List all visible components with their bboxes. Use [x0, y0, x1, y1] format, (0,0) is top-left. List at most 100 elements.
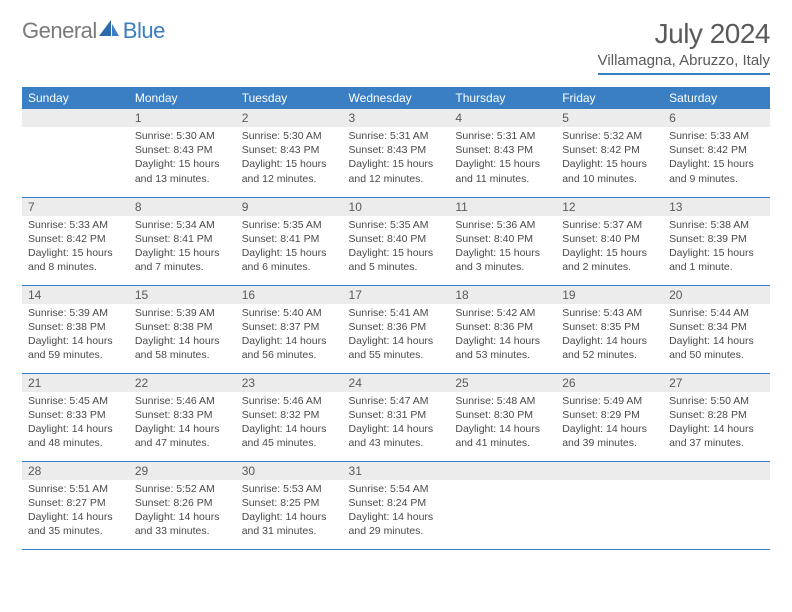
daylight-text: Daylight: 14 hours and 45 minutes.: [242, 422, 337, 450]
calendar-day-cell: 21Sunrise: 5:45 AMSunset: 8:33 PMDayligh…: [22, 373, 129, 461]
day-number: [22, 109, 129, 127]
calendar-day-cell: 14Sunrise: 5:39 AMSunset: 8:38 PMDayligh…: [22, 285, 129, 373]
daylight-text: Daylight: 14 hours and 29 minutes.: [349, 510, 444, 538]
daylight-text: Daylight: 15 hours and 3 minutes.: [455, 246, 550, 274]
calendar-week-row: 21Sunrise: 5:45 AMSunset: 8:33 PMDayligh…: [22, 373, 770, 461]
daylight-text: Daylight: 14 hours and 35 minutes.: [28, 510, 123, 538]
day-number: 15: [129, 286, 236, 304]
sunrise-text: Sunrise: 5:54 AM: [349, 482, 444, 496]
sunset-text: Sunset: 8:28 PM: [669, 408, 764, 422]
day-number: 8: [129, 198, 236, 216]
header: General Blue July 2024 Villamagna, Abruz…: [0, 0, 792, 81]
logo: General Blue: [22, 18, 165, 44]
daylight-text: Daylight: 15 hours and 13 minutes.: [135, 157, 230, 185]
logo-text-general: General: [22, 18, 97, 44]
day-number: 28: [22, 462, 129, 480]
sunset-text: Sunset: 8:31 PM: [349, 408, 444, 422]
sunrise-text: Sunrise: 5:31 AM: [349, 129, 444, 143]
day-details: Sunrise: 5:52 AMSunset: 8:26 PMDaylight:…: [129, 480, 236, 543]
day-details: Sunrise: 5:35 AMSunset: 8:40 PMDaylight:…: [343, 216, 450, 279]
sunrise-text: Sunrise: 5:47 AM: [349, 394, 444, 408]
day-details: Sunrise: 5:36 AMSunset: 8:40 PMDaylight:…: [449, 216, 556, 279]
day-number: 30: [236, 462, 343, 480]
sunrise-text: Sunrise: 5:34 AM: [135, 218, 230, 232]
day-details: [449, 480, 556, 538]
sunrise-text: Sunrise: 5:40 AM: [242, 306, 337, 320]
day-details: Sunrise: 5:44 AMSunset: 8:34 PMDaylight:…: [663, 304, 770, 367]
sunset-text: Sunset: 8:43 PM: [135, 143, 230, 157]
sunrise-text: Sunrise: 5:53 AM: [242, 482, 337, 496]
calendar-day-cell: 30Sunrise: 5:53 AMSunset: 8:25 PMDayligh…: [236, 461, 343, 549]
daylight-text: Daylight: 15 hours and 2 minutes.: [562, 246, 657, 274]
daylight-text: Daylight: 15 hours and 8 minutes.: [28, 246, 123, 274]
day-details: Sunrise: 5:42 AMSunset: 8:36 PMDaylight:…: [449, 304, 556, 367]
day-details: Sunrise: 5:33 AMSunset: 8:42 PMDaylight:…: [22, 216, 129, 279]
sunset-text: Sunset: 8:24 PM: [349, 496, 444, 510]
sunrise-text: Sunrise: 5:36 AM: [455, 218, 550, 232]
day-details: Sunrise: 5:47 AMSunset: 8:31 PMDaylight:…: [343, 392, 450, 455]
daylight-text: Daylight: 14 hours and 31 minutes.: [242, 510, 337, 538]
sunrise-text: Sunrise: 5:39 AM: [135, 306, 230, 320]
sunset-text: Sunset: 8:27 PM: [28, 496, 123, 510]
sunset-text: Sunset: 8:43 PM: [455, 143, 550, 157]
sunrise-text: Sunrise: 5:44 AM: [669, 306, 764, 320]
sunset-text: Sunset: 8:36 PM: [349, 320, 444, 334]
day-number: 4: [449, 109, 556, 127]
sunrise-text: Sunrise: 5:49 AM: [562, 394, 657, 408]
month-title: July 2024: [598, 18, 770, 50]
daylight-text: Daylight: 15 hours and 9 minutes.: [669, 157, 764, 185]
sunset-text: Sunset: 8:42 PM: [669, 143, 764, 157]
day-details: Sunrise: 5:30 AMSunset: 8:43 PMDaylight:…: [129, 127, 236, 190]
title-block: July 2024 Villamagna, Abruzzo, Italy: [598, 18, 770, 75]
sunset-text: Sunset: 8:37 PM: [242, 320, 337, 334]
daylight-text: Daylight: 14 hours and 50 minutes.: [669, 334, 764, 362]
sunrise-text: Sunrise: 5:30 AM: [135, 129, 230, 143]
sunrise-text: Sunrise: 5:51 AM: [28, 482, 123, 496]
sunrise-text: Sunrise: 5:37 AM: [562, 218, 657, 232]
sunrise-text: Sunrise: 5:50 AM: [669, 394, 764, 408]
calendar-day-cell: 12Sunrise: 5:37 AMSunset: 8:40 PMDayligh…: [556, 197, 663, 285]
sunrise-text: Sunrise: 5:39 AM: [28, 306, 123, 320]
day-details: Sunrise: 5:43 AMSunset: 8:35 PMDaylight:…: [556, 304, 663, 367]
day-details: Sunrise: 5:48 AMSunset: 8:30 PMDaylight:…: [449, 392, 556, 455]
calendar-day-cell: 7Sunrise: 5:33 AMSunset: 8:42 PMDaylight…: [22, 197, 129, 285]
calendar-week-row: 14Sunrise: 5:39 AMSunset: 8:38 PMDayligh…: [22, 285, 770, 373]
day-number: 25: [449, 374, 556, 392]
day-details: Sunrise: 5:35 AMSunset: 8:41 PMDaylight:…: [236, 216, 343, 279]
day-details: Sunrise: 5:39 AMSunset: 8:38 PMDaylight:…: [22, 304, 129, 367]
daylight-text: Daylight: 14 hours and 56 minutes.: [242, 334, 337, 362]
weekday-header: Sunday: [22, 87, 129, 109]
calendar-day-cell: 28 Sunrise: 5:51 AMSunset: 8:27 PMDayligh…: [22, 461, 129, 549]
calendar-day-cell: 5Sunrise: 5:32 AMSunset: 8:42 PMDaylight…: [556, 109, 663, 197]
calendar-day-cell: 4Sunrise: 5:31 AMSunset: 8:43 PMDaylight…: [449, 109, 556, 197]
weekday-header: Tuesday: [236, 87, 343, 109]
daylight-text: Daylight: 14 hours and 53 minutes.: [455, 334, 550, 362]
calendar-week-row: 7Sunrise: 5:33 AMSunset: 8:42 PMDaylight…: [22, 197, 770, 285]
sunset-text: Sunset: 8:26 PM: [135, 496, 230, 510]
daylight-text: Daylight: 15 hours and 12 minutes.: [242, 157, 337, 185]
day-number: [556, 462, 663, 480]
day-details: Sunrise: 5:32 AMSunset: 8:42 PMDaylight:…: [556, 127, 663, 190]
day-number: [449, 462, 556, 480]
sunset-text: Sunset: 8:39 PM: [669, 232, 764, 246]
day-number: 27: [663, 374, 770, 392]
daylight-text: Daylight: 14 hours and 47 minutes.: [135, 422, 230, 450]
logo-text-blue: Blue: [123, 18, 165, 44]
day-number: 23: [236, 374, 343, 392]
day-number: 5: [556, 109, 663, 127]
day-details: Sunrise: 5:49 AMSunset: 8:29 PMDaylight:…: [556, 392, 663, 455]
calendar-day-cell: 1Sunrise: 5:30 AMSunset: 8:43 PMDaylight…: [129, 109, 236, 197]
day-number: 31: [343, 462, 450, 480]
daylight-text: Daylight: 14 hours and 43 minutes.: [349, 422, 444, 450]
calendar-day-cell: 23Sunrise: 5:46 AMSunset: 8:32 PMDayligh…: [236, 373, 343, 461]
daylight-text: Daylight: 14 hours and 48 minutes.: [28, 422, 123, 450]
calendar-week-row: 1Sunrise: 5:30 AMSunset: 8:43 PMDaylight…: [22, 109, 770, 197]
sunset-text: Sunset: 8:41 PM: [242, 232, 337, 246]
sunset-text: Sunset: 8:41 PM: [135, 232, 230, 246]
daylight-text: Daylight: 15 hours and 6 minutes.: [242, 246, 337, 274]
calendar-day-cell: 27Sunrise: 5:50 AMSunset: 8:28 PMDayligh…: [663, 373, 770, 461]
day-details: Sunrise: 5:33 AMSunset: 8:42 PMDaylight:…: [663, 127, 770, 190]
sunrise-text: Sunrise: 5:31 AM: [455, 129, 550, 143]
daylight-text: Daylight: 14 hours and 33 minutes.: [135, 510, 230, 538]
daylight-text: Daylight: 15 hours and 7 minutes.: [135, 246, 230, 274]
